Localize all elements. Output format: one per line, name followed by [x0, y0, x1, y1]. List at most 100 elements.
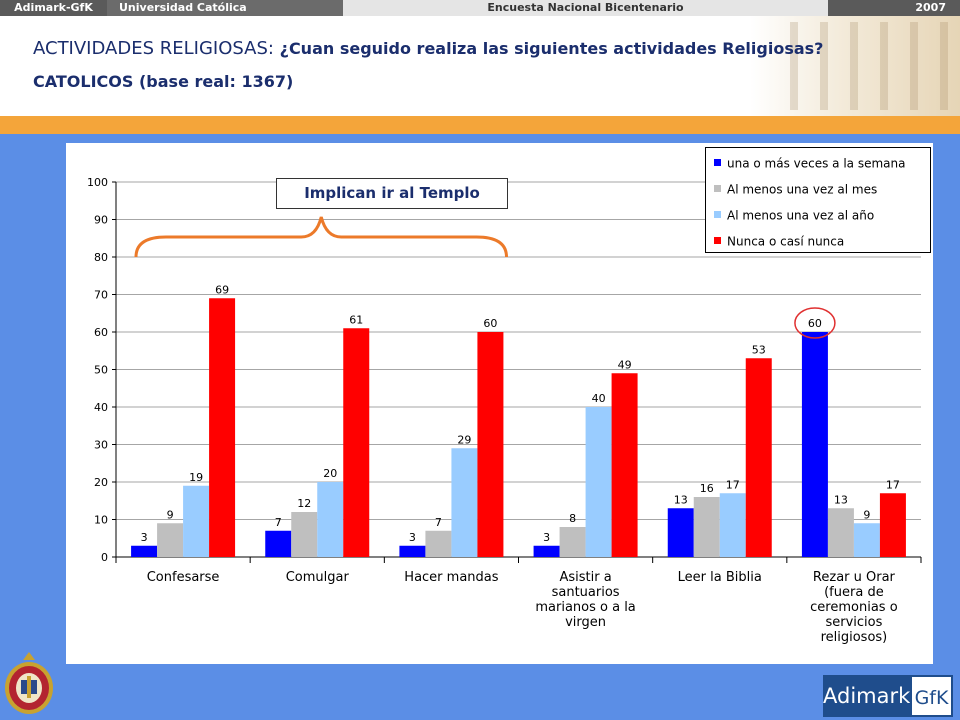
data-label: 3 — [141, 531, 148, 544]
x-category-label: servicios — [825, 615, 882, 630]
data-label: 60 — [483, 317, 497, 330]
legend-swatch — [714, 185, 721, 192]
year-label: 2007 — [828, 0, 960, 16]
y-tick-label: 20 — [94, 476, 108, 489]
annotation-box: Implican ir al Templo — [276, 178, 508, 209]
y-tick-label: 30 — [94, 439, 108, 452]
x-category-label: Rezar u Orar — [813, 570, 896, 585]
university-label: Universidad Católica — [107, 0, 343, 16]
bar — [425, 530, 452, 557]
data-label: 69 — [215, 283, 229, 296]
bar — [801, 332, 828, 557]
top-bar: Adimark-GfK Universidad Católica Encuest… — [0, 0, 960, 16]
y-tick-label: 90 — [94, 214, 108, 227]
data-label: 29 — [457, 433, 471, 446]
x-category-label: Confesarse — [147, 570, 220, 585]
title-prefix: ACTIVIDADES RELIGIOSAS: — [33, 38, 280, 59]
bar — [265, 530, 292, 557]
legend-swatch — [714, 237, 721, 244]
data-label: 17 — [886, 478, 900, 491]
legend-item: una o más veces a la semana — [714, 156, 905, 171]
data-label: 53 — [752, 343, 766, 356]
legend-label: Al menos una vez al año — [727, 208, 875, 223]
bar — [183, 485, 210, 557]
bar — [585, 407, 612, 557]
bar — [745, 358, 772, 557]
legend-item: Al menos una vez al año — [714, 208, 874, 223]
legend-label: Al menos una vez al mes — [727, 182, 878, 197]
page-subtitle: CATOLICOS (base real: 1367) — [33, 72, 294, 91]
bar — [399, 545, 426, 557]
x-category-label: virgen — [565, 615, 606, 630]
data-label: 13 — [834, 493, 848, 506]
x-category-label: marianos o a la — [535, 600, 635, 615]
data-label: 40 — [592, 392, 606, 405]
logo-gfk: GfK — [910, 675, 953, 717]
bar — [291, 512, 318, 557]
bar — [853, 523, 880, 557]
data-label: 20 — [323, 467, 337, 480]
bar — [451, 448, 478, 557]
data-label: 7 — [275, 516, 282, 529]
x-category-label: Comulgar — [286, 570, 350, 585]
data-label: 9 — [863, 508, 870, 521]
brand-label: Adimark-GfK — [0, 0, 107, 16]
bar — [343, 328, 370, 557]
chart-panel: 0 10 20 30 40 50 60 70 80 90 100 Confesarse 3 9 19 69 Co… — [66, 143, 933, 664]
x-category-label: religiosos) — [821, 630, 888, 645]
data-label: 60 — [808, 317, 822, 330]
data-label: 19 — [189, 471, 203, 484]
x-category-label: Asistir a — [559, 570, 611, 585]
y-tick-label: 40 — [94, 401, 108, 414]
x-category-label: Leer la Biblia — [678, 570, 762, 585]
logo-adimark: Adimark — [823, 675, 910, 717]
bar — [477, 332, 504, 557]
bar — [879, 493, 906, 557]
legend-item: Nunca o casí nunca — [714, 234, 844, 249]
university-seal-icon — [5, 652, 53, 714]
bar — [157, 523, 184, 557]
data-label: 16 — [700, 482, 714, 495]
highlight-circle — [794, 307, 836, 339]
data-label: 12 — [297, 497, 311, 510]
data-label: 8 — [569, 512, 576, 525]
x-category-label: (fuera de — [824, 585, 884, 600]
data-label: 3 — [409, 531, 416, 544]
legend-swatch — [714, 211, 721, 218]
data-label: 49 — [618, 358, 632, 371]
y-tick-label: 0 — [101, 551, 108, 564]
bar — [317, 482, 344, 557]
bar — [611, 373, 638, 557]
orange-stripe — [0, 116, 960, 134]
curly-brace — [134, 216, 508, 258]
bar — [209, 298, 236, 557]
bar — [827, 508, 854, 557]
title-question: ¿Cuan seguido realiza las siguientes act… — [279, 39, 824, 58]
y-tick-label: 60 — [94, 326, 108, 339]
bar — [719, 493, 746, 557]
legend-swatch — [714, 159, 721, 166]
bar — [559, 527, 586, 557]
survey-label: Encuesta Nacional Bicentenario — [343, 0, 828, 16]
chart-legend: una o más veces a la semana Al menos una … — [705, 147, 931, 253]
bar — [533, 545, 560, 557]
bar — [131, 545, 158, 557]
data-label: 61 — [349, 313, 363, 326]
x-category-label: santuarios — [552, 585, 620, 600]
data-label: 7 — [435, 516, 442, 529]
bar-chart: 0 10 20 30 40 50 60 70 80 90 100 Confesarse 3 9 19 69 Co… — [87, 176, 922, 645]
y-tick-label: 70 — [94, 289, 108, 302]
bar — [693, 497, 720, 557]
bar — [667, 508, 694, 557]
page-title: ACTIVIDADES RELIGIOSAS: ¿Cuan seguido re… — [33, 38, 823, 59]
y-tick-label: 100 — [87, 176, 108, 189]
adimark-gfk-logo: Adimark GfK — [823, 675, 953, 717]
legend-item: Al menos una vez al mes — [714, 182, 877, 197]
y-tick-label: 80 — [94, 251, 108, 264]
data-label: 17 — [726, 478, 740, 491]
y-tick-label: 50 — [94, 364, 108, 377]
y-tick-label: 10 — [94, 514, 108, 527]
data-label: 13 — [674, 493, 688, 506]
header: ACTIVIDADES RELIGIOSAS: ¿Cuan seguido re… — [0, 16, 960, 116]
building-image — [750, 16, 960, 116]
